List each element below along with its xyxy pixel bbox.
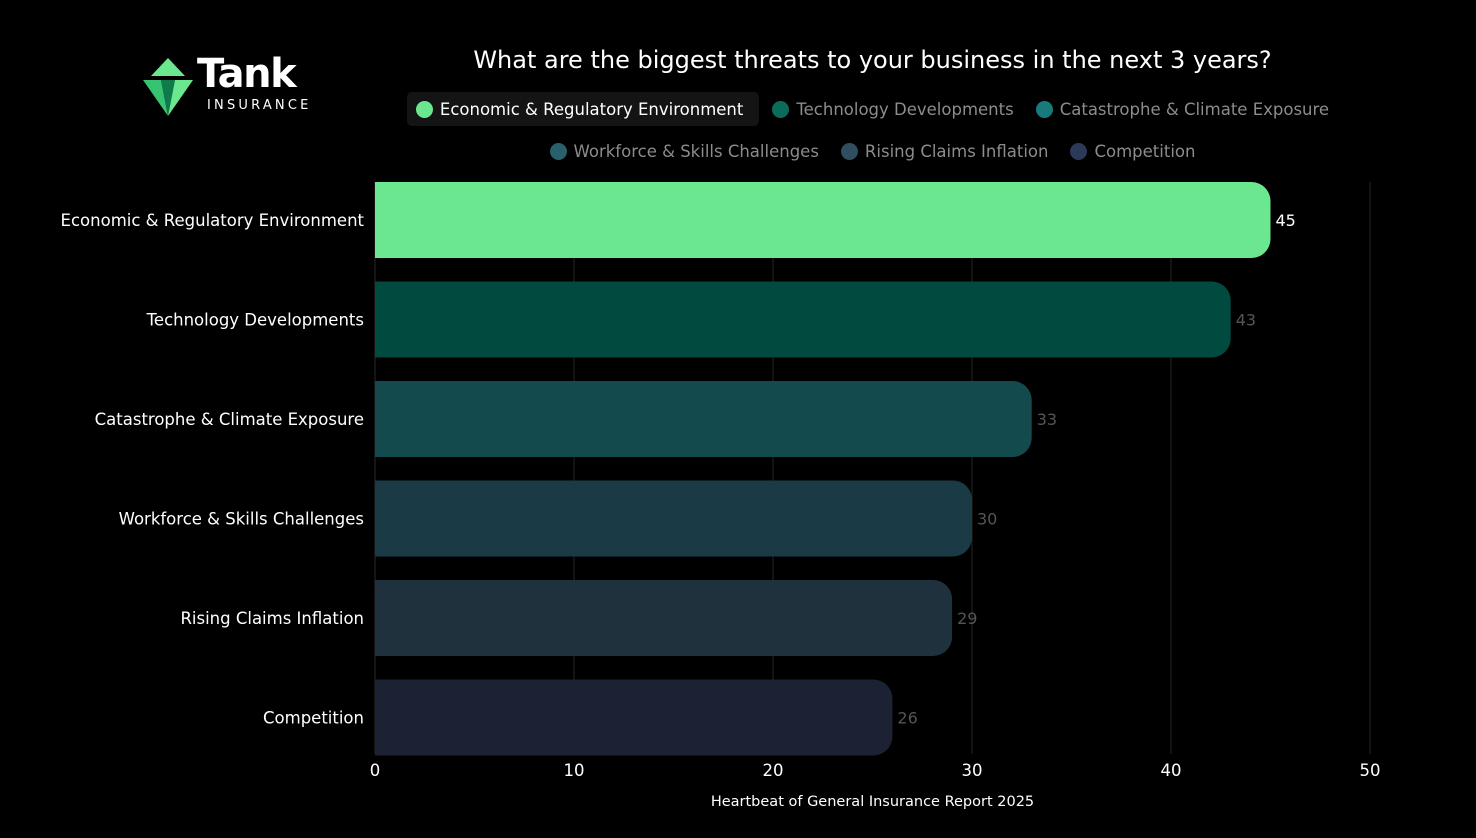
legend-dot-icon bbox=[772, 100, 790, 118]
bar-catastrophe-and-climate-exposure[interactable] bbox=[375, 381, 1032, 457]
legend-dot-icon bbox=[1070, 142, 1088, 160]
legend-item-competition[interactable]: Competition bbox=[1061, 134, 1204, 168]
value-label: 29 bbox=[957, 609, 977, 628]
bar-competition[interactable] bbox=[375, 679, 893, 756]
legend-dot-icon bbox=[840, 142, 858, 160]
value-label: 45 bbox=[1276, 211, 1296, 230]
legend-item-rising-claims-inflation[interactable]: Rising Claims Inflation bbox=[832, 134, 1058, 168]
x-tick-label: 10 bbox=[564, 761, 585, 780]
x-tick-label: 0 bbox=[370, 761, 381, 780]
legend-row-1: Economic & Regulatory Environment Technol… bbox=[370, 92, 1375, 126]
bar-rising-claims-inflation[interactable] bbox=[375, 580, 953, 656]
category-label: Workforce & Skills Challenges bbox=[119, 510, 364, 529]
bar-technology-developments[interactable] bbox=[375, 281, 1231, 358]
legend-dot-icon bbox=[415, 100, 433, 118]
legend-item-technology-developments[interactable]: Technology Developments bbox=[763, 92, 1022, 126]
logo-facet-right bbox=[168, 80, 193, 116]
tank-insurance-logo: Tank INSURANCE bbox=[143, 51, 318, 118]
logo-wordmark: Tank bbox=[197, 51, 297, 97]
value-label: 26 bbox=[897, 709, 917, 728]
logo-facet-center bbox=[161, 80, 175, 116]
value-label: 33 bbox=[1037, 410, 1057, 429]
logo-subtitle: INSURANCE bbox=[207, 98, 312, 113]
tank-logo-icon bbox=[143, 58, 193, 116]
value-label: 43 bbox=[1236, 311, 1256, 330]
logo-facet-top bbox=[151, 58, 185, 76]
value-label: 30 bbox=[977, 510, 997, 529]
legend-item-workforce-and-skills-challenges[interactable]: Workforce & Skills Challenges bbox=[541, 134, 828, 168]
category-label: Catastrophe & Climate Exposure bbox=[95, 410, 364, 429]
category-label: Technology Developments bbox=[146, 311, 364, 330]
legend-dot-icon bbox=[1035, 100, 1053, 118]
legend-label: Workforce & Skills Challenges bbox=[573, 141, 819, 161]
category-label: Competition bbox=[263, 709, 364, 728]
bar-economic-and-regulatory-environment[interactable] bbox=[375, 182, 1271, 258]
legend-item-catastrophe-and-climate-exposure[interactable]: Catastrophe & Climate Exposure bbox=[1027, 92, 1338, 126]
category-label: Rising Claims Inflation bbox=[180, 609, 364, 628]
legend-item-economic-and-regulatory-environment[interactable]: Economic & Regulatory Environment bbox=[406, 92, 760, 126]
legend-label: Technology Developments bbox=[796, 99, 1014, 119]
bar-workforce-and-skills-challenges[interactable] bbox=[375, 480, 972, 557]
x-tick-label: 50 bbox=[1360, 761, 1381, 780]
logo-facet-left bbox=[143, 80, 168, 116]
x-axis-caption: Heartbeat of General Insurance Report 20… bbox=[710, 794, 1035, 810]
x-tick-label: 20 bbox=[763, 761, 784, 780]
legend-label: Competition bbox=[1094, 141, 1196, 161]
legend-dot-icon bbox=[549, 142, 567, 160]
x-tick-label: 40 bbox=[1161, 761, 1182, 780]
legend-label: Rising Claims Inflation bbox=[864, 141, 1049, 161]
x-tick-label: 30 bbox=[962, 761, 983, 780]
category-label: Economic & Regulatory Environment bbox=[61, 211, 365, 230]
legend-label: Catastrophe & Climate Exposure bbox=[1059, 99, 1330, 119]
legend-label: Economic & Regulatory Environment bbox=[439, 99, 744, 119]
legend-row-2: Workforce & Skills Challenges Rising Clai… bbox=[370, 134, 1375, 168]
chart-title: What are the biggest threats to your bus… bbox=[473, 46, 1272, 74]
